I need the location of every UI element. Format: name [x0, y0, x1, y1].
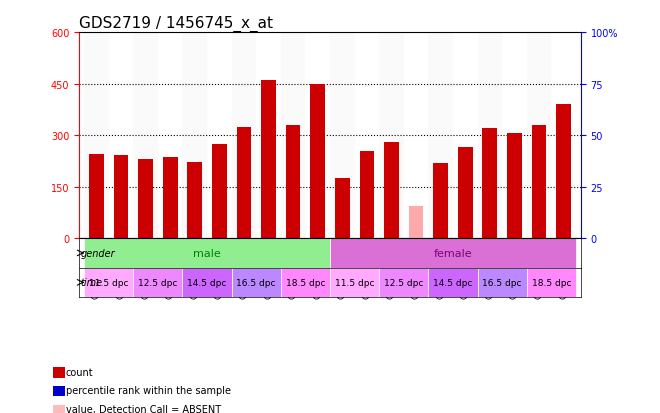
Bar [330, 33, 354, 239]
Bar [163, 158, 178, 239]
Text: female: female [434, 248, 473, 258]
Bar [84, 239, 330, 268]
Bar [261, 81, 276, 239]
Bar [428, 33, 453, 239]
Bar [236, 127, 251, 239]
Text: 12.5 dpc: 12.5 dpc [384, 278, 424, 287]
Bar [428, 268, 478, 297]
Text: 14.5 dpc: 14.5 dpc [433, 278, 473, 287]
Bar [286, 126, 300, 239]
Bar [527, 268, 576, 297]
Bar [335, 179, 350, 239]
Bar [458, 148, 473, 239]
Text: percentile rank within the sample: percentile rank within the sample [66, 385, 231, 395]
Bar [84, 33, 109, 239]
Bar [114, 155, 129, 239]
Bar [531, 126, 546, 239]
Bar [409, 206, 424, 239]
Text: gender: gender [81, 248, 115, 258]
Bar [478, 268, 527, 297]
Bar [330, 239, 576, 268]
Bar [232, 33, 256, 239]
Bar [133, 268, 182, 297]
Text: 16.5 dpc: 16.5 dpc [236, 278, 276, 287]
Bar [507, 134, 522, 239]
Bar [138, 160, 153, 239]
Bar [280, 33, 306, 239]
Text: count: count [66, 367, 94, 377]
Bar [433, 163, 448, 239]
Bar [360, 151, 374, 239]
Bar [89, 155, 104, 239]
Text: time: time [81, 278, 102, 288]
Text: 12.5 dpc: 12.5 dpc [138, 278, 178, 287]
Bar [330, 268, 380, 297]
Bar [182, 268, 232, 297]
Bar [384, 142, 399, 239]
Text: 11.5 dpc: 11.5 dpc [335, 278, 374, 287]
Bar [84, 268, 133, 297]
Bar [280, 268, 330, 297]
Bar [187, 163, 202, 239]
Text: GDS2719 / 1456745_x_at: GDS2719 / 1456745_x_at [79, 16, 273, 32]
Bar [310, 84, 325, 239]
Text: 14.5 dpc: 14.5 dpc [187, 278, 227, 287]
Bar [379, 268, 428, 297]
Text: 11.5 dpc: 11.5 dpc [89, 278, 129, 287]
Text: value, Detection Call = ABSENT: value, Detection Call = ABSENT [66, 404, 221, 413]
Text: 16.5 dpc: 16.5 dpc [482, 278, 522, 287]
Bar [133, 33, 158, 239]
Bar [212, 145, 227, 239]
Bar [482, 129, 497, 239]
Bar [379, 33, 404, 239]
Text: 18.5 dpc: 18.5 dpc [531, 278, 571, 287]
Text: 18.5 dpc: 18.5 dpc [286, 278, 325, 287]
Bar [478, 33, 502, 239]
Bar [182, 33, 207, 239]
Text: male: male [193, 248, 221, 258]
Bar [232, 268, 280, 297]
Bar [556, 105, 571, 239]
Bar [527, 33, 551, 239]
